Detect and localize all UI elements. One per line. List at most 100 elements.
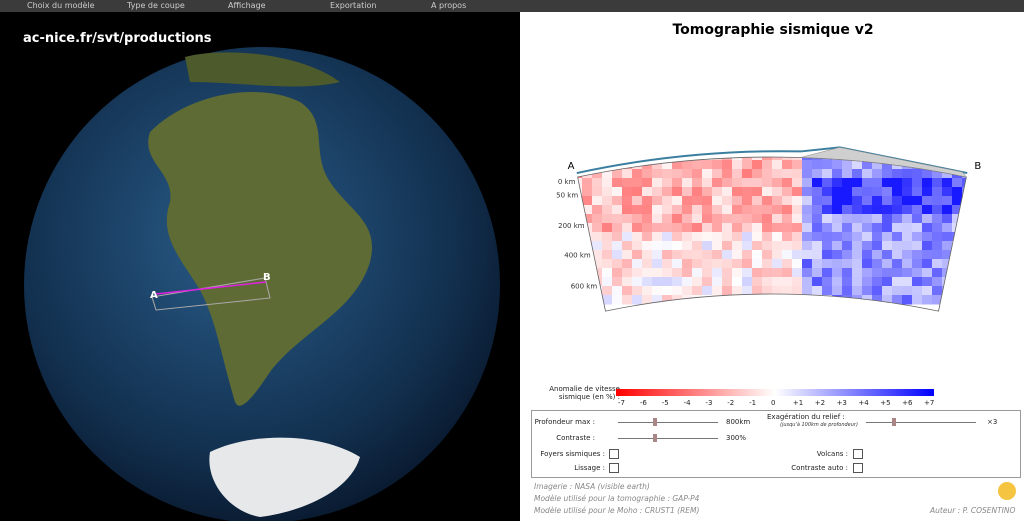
tomo-cell: [582, 142, 593, 152]
tomo-cell: [602, 259, 613, 269]
tomo-cell: [692, 259, 703, 269]
menu-item[interactable]: Choix du modèle: [27, 1, 95, 10]
tomo-cell: [732, 156, 743, 161]
tomo-cell: [592, 250, 603, 260]
tomo-cell: [852, 196, 863, 206]
tomo-cell: [932, 169, 943, 179]
tomo-cell: [612, 205, 623, 215]
tomo-cell: [852, 232, 863, 242]
tomo-cell: [642, 196, 653, 206]
tomo-cell: [962, 268, 967, 278]
checkbox[interactable]: [853, 449, 863, 459]
tomo-cell: [662, 205, 673, 215]
tomo-cell: [772, 178, 783, 188]
tomo-cell: [742, 196, 753, 206]
tomo-cell: [632, 232, 643, 242]
tomo-cell: [962, 214, 967, 224]
tomo-cell: [992, 268, 1003, 278]
slider-thumb[interactable]: [653, 434, 657, 442]
tomo-cell: [932, 250, 943, 260]
checkbox[interactable]: [609, 449, 619, 459]
tomo-cell: [602, 214, 613, 224]
scale-label: -6: [639, 399, 647, 407]
tomo-cell: [832, 232, 843, 242]
menu-item[interactable]: A propos: [431, 1, 467, 10]
antarctica: [209, 437, 360, 517]
tomo-cell: [942, 295, 953, 305]
checkbox[interactable]: [853, 463, 863, 473]
menu-item[interactable]: Exportation: [330, 1, 377, 10]
tomo-cell: [692, 205, 703, 215]
tomo-cell: [972, 286, 983, 296]
tomo-cell: [782, 187, 793, 197]
depth-label: 0 km: [558, 178, 576, 186]
tomo-cell: [952, 142, 963, 152]
tomo-cell: [612, 259, 623, 269]
tomo-cell: [852, 286, 863, 296]
tomo-cell: [722, 250, 733, 260]
tomo-cell: [742, 295, 753, 305]
tomo-cell: [992, 169, 1003, 179]
control-label: Foyers sismiques :: [540, 450, 605, 458]
slider-thumb[interactable]: [892, 418, 896, 426]
tomo-cell: [612, 223, 623, 233]
tomo-cell: [682, 268, 693, 278]
tomo-cell: [882, 187, 893, 197]
tomo-cell: [592, 223, 603, 233]
tomo-cell: [842, 187, 853, 197]
menu-item[interactable]: Affichage: [228, 1, 266, 10]
tomo-cell: [642, 259, 653, 269]
tomo-cell: [922, 286, 933, 296]
tomo-cell: [892, 205, 903, 215]
tomo-cell: [842, 250, 853, 260]
tomo-cell: [762, 214, 773, 224]
tomo-cell: [872, 286, 883, 296]
tomo-cell: [602, 187, 613, 197]
tomo-cell: [682, 277, 693, 287]
tomo-cell: [932, 286, 943, 296]
scale-label: +3: [836, 399, 847, 407]
tomo-cell: [692, 241, 703, 251]
menu-item[interactable]: Type de coupe: [127, 1, 185, 10]
checkbox[interactable]: [609, 463, 619, 473]
tomo-cell: [722, 277, 733, 287]
tomo-cell: [992, 277, 1003, 287]
tomo-cell: [982, 196, 993, 206]
depth-label: 50 km: [556, 191, 578, 199]
tomo-cell: [842, 214, 853, 224]
tomo-cell: [602, 268, 613, 278]
tomo-cell: [952, 277, 963, 287]
tomo-cell: [752, 259, 763, 269]
tomo-cell: [942, 196, 953, 206]
scale-label: -1: [749, 399, 757, 407]
tomo-cell: [952, 259, 963, 269]
tomo-cell: [722, 232, 733, 242]
relief: [576, 146, 968, 175]
menu-bar: Choix du modèle Type de coupe Affichage …: [0, 0, 1024, 12]
slider: [618, 418, 718, 426]
tomo-cell: [902, 142, 913, 152]
tomo-cell: [642, 187, 653, 197]
slider-thumb[interactable]: [653, 418, 657, 426]
tomo-cell: [882, 223, 893, 233]
watermark: ac-nice.fr/svt/productions: [23, 31, 212, 46]
tomo-cell: [842, 196, 853, 206]
tomo-cell: [652, 223, 663, 233]
tomo-cell: [732, 187, 743, 197]
tomo-cell: [682, 214, 693, 224]
tomo-cell: [752, 277, 763, 287]
tomo-cell: [972, 259, 983, 269]
tomo-cell: [762, 250, 773, 260]
tomo-cell: [792, 196, 803, 206]
tomo-cell: [982, 250, 993, 260]
tomo-cell: [982, 295, 993, 305]
tomo-cell: [722, 169, 733, 179]
tomo-cell: [692, 223, 703, 233]
scale-label: +5: [880, 399, 891, 407]
tomo-cell: [752, 205, 763, 215]
tomo-cell: [762, 295, 773, 305]
tomo-cell: [722, 187, 733, 197]
tomo-cell: [732, 205, 743, 215]
tomo-cell: [872, 214, 883, 224]
tomo-cell: [972, 178, 983, 188]
